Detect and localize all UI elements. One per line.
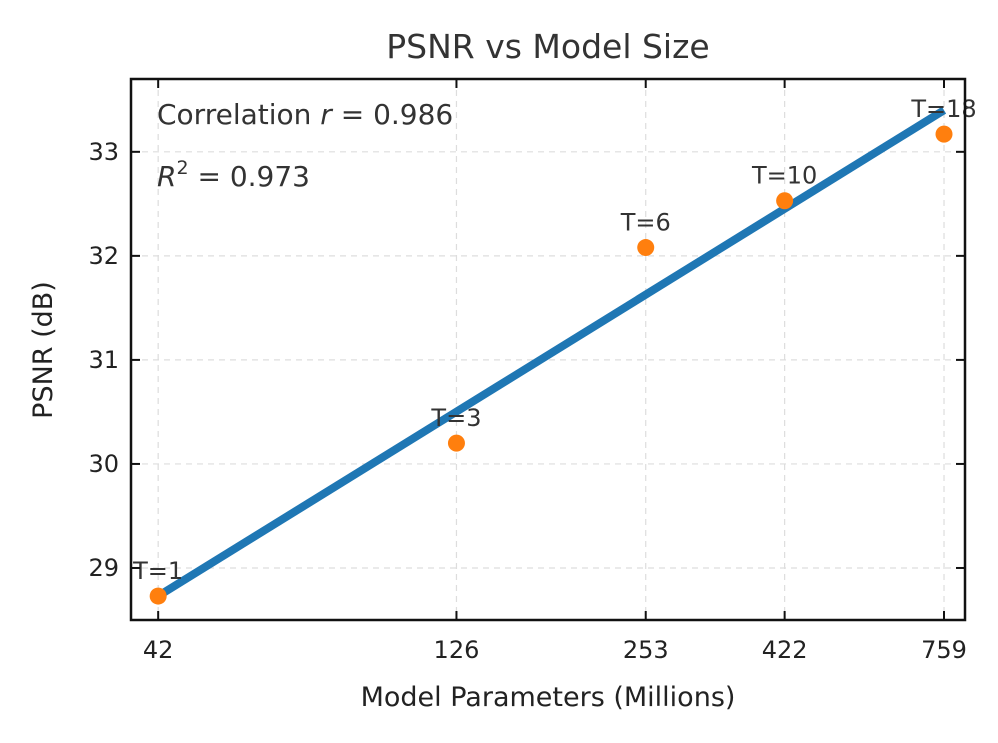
point-label: T=1 xyxy=(132,557,183,585)
data-point xyxy=(447,434,465,452)
r-squared-symbol: R xyxy=(157,160,176,193)
data-point xyxy=(935,125,953,143)
data-point xyxy=(149,587,167,605)
data-point xyxy=(776,192,794,210)
y-tick-label: 29 xyxy=(88,554,119,582)
r-squared-exponent: 2 xyxy=(176,157,188,179)
point-label: T=6 xyxy=(620,209,671,237)
point-label: T=10 xyxy=(751,162,817,190)
chart-title: PSNR vs Model Size xyxy=(386,27,709,66)
y-tick-label: 32 xyxy=(88,242,119,270)
y-tick-label: 31 xyxy=(88,346,119,374)
y-axis-label: PSNR (dB) xyxy=(28,281,59,419)
x-tick-label: 126 xyxy=(434,636,480,664)
plot-frame xyxy=(129,77,967,622)
plot-marks: T=1 T=3 T=6 T=10 T=18 xyxy=(132,95,977,605)
correlation-prefix: Correlation xyxy=(157,98,320,131)
fit-line xyxy=(156,106,947,600)
point-label: T=18 xyxy=(910,95,976,123)
r-squared-value: = 0.973 xyxy=(189,160,310,193)
r-squared-annotation: R2 = 0.973 xyxy=(157,157,310,193)
grid xyxy=(131,79,965,620)
correlation-symbol: r xyxy=(320,98,333,131)
x-tick-label: 42 xyxy=(143,636,174,664)
correlation-annotation: Correlation r = 0.986 xyxy=(157,98,453,131)
x-tick-label: 759 xyxy=(921,636,967,664)
y-tick-label: 30 xyxy=(88,450,119,478)
x-tick-label: 253 xyxy=(623,636,669,664)
x-tick-label: 422 xyxy=(762,636,808,664)
data-point xyxy=(637,239,655,257)
correlation-value: = 0.986 xyxy=(332,98,453,131)
point-label: T=3 xyxy=(430,404,481,432)
x-axis-label: Model Parameters (Millions) xyxy=(361,682,736,713)
axis-ticks: 42 126 253 422 759 29 30 31 32 33 xyxy=(88,79,967,664)
y-tick-label: 33 xyxy=(88,138,119,166)
